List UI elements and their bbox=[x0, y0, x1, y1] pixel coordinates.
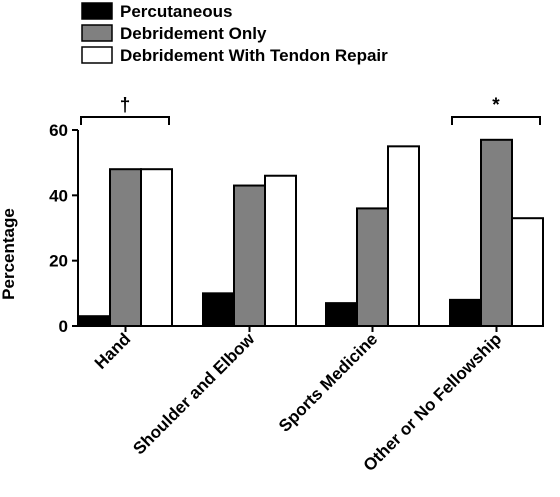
significance-bracket bbox=[80, 116, 170, 125]
y-tick-label: 0 bbox=[59, 317, 68, 336]
y-axis: Percentage 0 20 40 60 bbox=[0, 121, 79, 336]
legend-swatch bbox=[81, 46, 113, 64]
bar-percutaneous bbox=[78, 315, 111, 328]
y-axis-label: Percentage bbox=[0, 208, 18, 300]
significance-bracket bbox=[451, 116, 541, 125]
legend-swatch bbox=[81, 24, 113, 42]
x-tick-label: Shoulder and Elbow bbox=[129, 329, 259, 459]
significance-marker: * bbox=[492, 95, 500, 116]
bar-debridement-only bbox=[233, 184, 266, 327]
y-tick-label: 60 bbox=[49, 121, 68, 140]
bar-debridement-with-tendon-repair bbox=[511, 217, 544, 327]
bar-debridement-with-tendon-repair bbox=[264, 174, 297, 327]
significance-marker: † bbox=[120, 95, 131, 116]
legend-label: Percutaneous bbox=[120, 2, 232, 21]
annotations: † * bbox=[80, 95, 541, 125]
bar-debridement-with-tendon-repair bbox=[387, 145, 420, 327]
bar-debridement-only bbox=[356, 207, 389, 327]
bars bbox=[78, 138, 544, 328]
x-tick-label: Other or No Fellowship bbox=[360, 329, 506, 475]
y-tick-label: 40 bbox=[49, 186, 68, 205]
legend-swatch bbox=[81, 2, 113, 20]
y-tick-label: 20 bbox=[49, 252, 68, 271]
x-tick-label: Hand bbox=[91, 329, 134, 372]
bar-debridement-only bbox=[480, 138, 513, 327]
bar-percutaneous bbox=[449, 298, 482, 328]
bar-debridement-with-tendon-repair bbox=[140, 168, 173, 327]
bar-debridement-only bbox=[109, 168, 142, 327]
x-tick-label: Sports Medicine bbox=[275, 329, 381, 435]
bar-percutaneous bbox=[325, 302, 358, 327]
legend: Percutaneous Debridement Only Debridement … bbox=[81, 2, 388, 65]
bar-percutaneous bbox=[202, 292, 235, 328]
legend-label: Debridement Only bbox=[120, 24, 267, 43]
legend-label: Debridement With Tendon Repair bbox=[120, 46, 388, 65]
